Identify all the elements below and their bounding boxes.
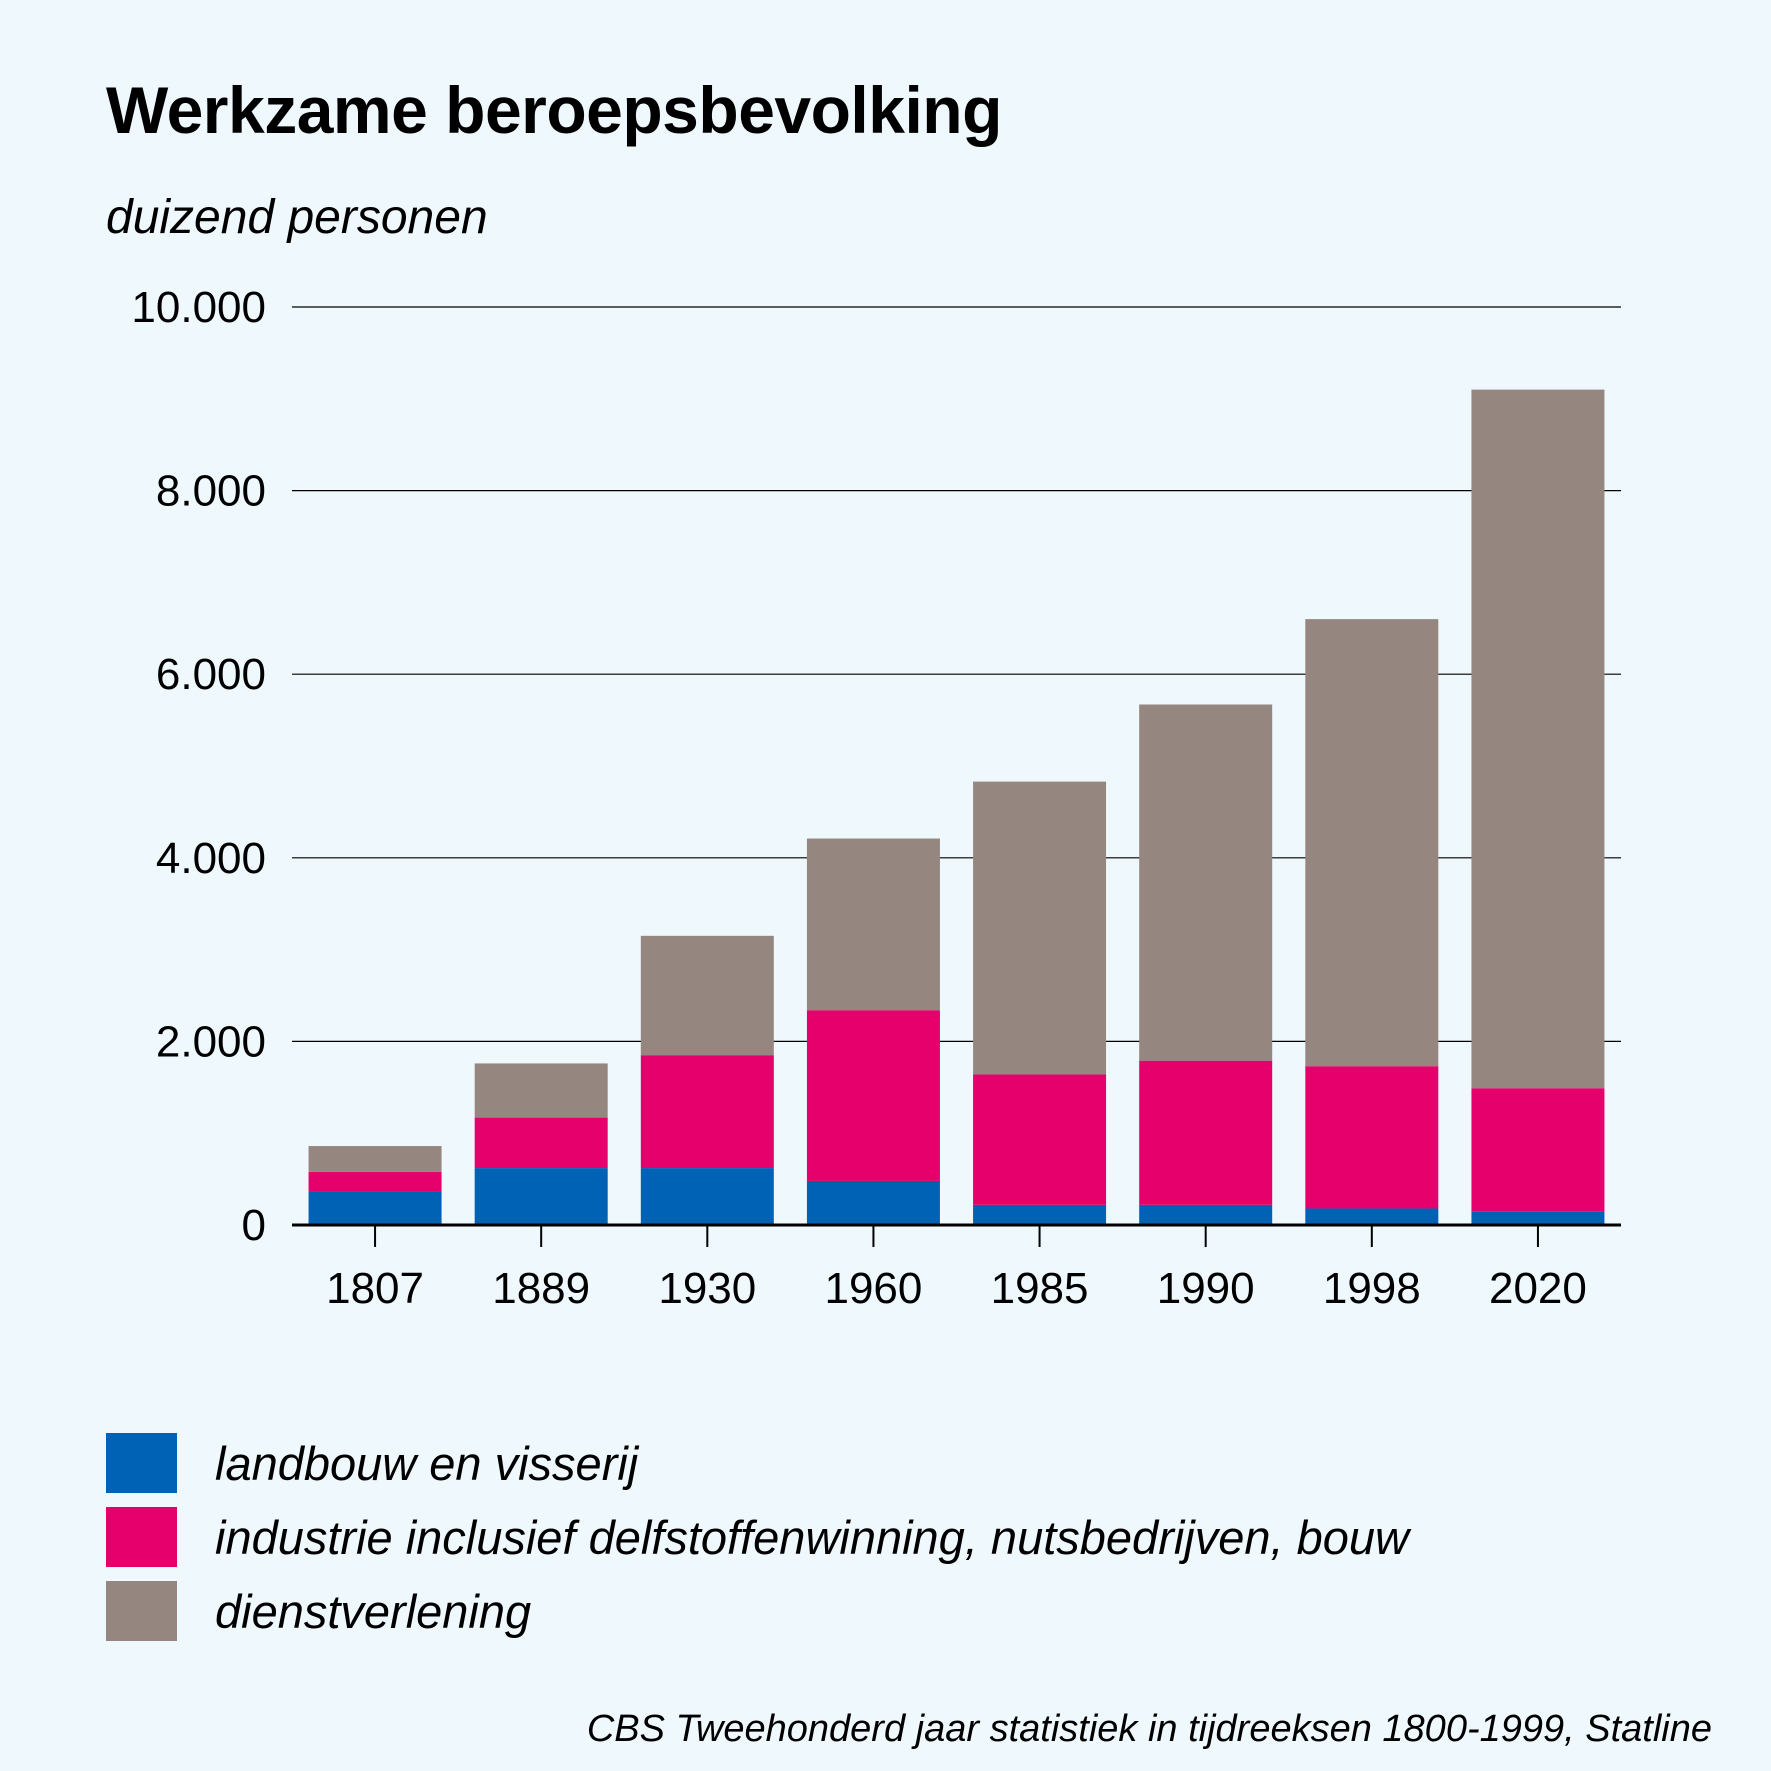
bar-segment bbox=[1139, 1060, 1273, 1205]
legend-item-dienstverlening: dienstverlening bbox=[106, 1581, 1409, 1641]
bar-segment bbox=[640, 1168, 774, 1225]
x-tick-label: 1930 bbox=[658, 1264, 756, 1313]
bar-segment bbox=[973, 781, 1107, 1075]
bar-segment bbox=[973, 1204, 1107, 1225]
source-note: CBS Tweehonderd jaar statistiek in tijdr… bbox=[586, 1708, 1712, 1750]
x-tick-label: 1998 bbox=[1323, 1264, 1421, 1313]
bar-segment bbox=[474, 1117, 608, 1169]
x-tick-label: 2020 bbox=[1489, 1264, 1587, 1313]
bar-segment bbox=[1471, 1088, 1605, 1212]
legend-swatch-industrie bbox=[106, 1507, 177, 1567]
bar-segment bbox=[308, 1171, 442, 1192]
bar-segment bbox=[474, 1063, 608, 1118]
bar-segment bbox=[1139, 704, 1273, 1061]
bar-segment bbox=[474, 1168, 608, 1225]
legend-label-landbouw: landbouw en visserij bbox=[215, 1436, 639, 1490]
bar-segment bbox=[806, 1010, 940, 1181]
y-tick-label: 4.000 bbox=[156, 834, 266, 883]
x-tick-label: 1889 bbox=[492, 1264, 590, 1313]
legend-item-landbouw: landbouw en visserij bbox=[106, 1433, 1409, 1493]
bar-segment bbox=[1471, 389, 1605, 1089]
bar-segment bbox=[640, 1055, 774, 1169]
y-tick-label: 0 bbox=[242, 1201, 266, 1250]
legend-item-industrie: industrie inclusief delfstoffenwinning, … bbox=[106, 1507, 1409, 1567]
bar-segment bbox=[308, 1146, 442, 1172]
bar-segment bbox=[1139, 1204, 1273, 1225]
y-tick-label: 2.000 bbox=[156, 1017, 266, 1066]
bar-segment bbox=[1305, 1208, 1439, 1225]
legend-label-industrie: industrie inclusief delfstoffenwinning, … bbox=[215, 1510, 1409, 1564]
x-tick-label: 1990 bbox=[1157, 1264, 1255, 1313]
bar-segment bbox=[640, 935, 774, 1056]
bar-segment bbox=[1471, 1211, 1605, 1225]
legend-swatch-landbouw bbox=[106, 1433, 177, 1493]
bar-segment bbox=[806, 1180, 940, 1225]
bar-segment bbox=[1305, 619, 1439, 1067]
chart-title: Werkzame beroepsbevolking bbox=[106, 73, 1002, 147]
bar-segment bbox=[973, 1074, 1107, 1205]
x-tick-label: 1985 bbox=[991, 1264, 1089, 1313]
legend-swatch-dienstverlening bbox=[106, 1581, 177, 1641]
y-tick-label: 8.000 bbox=[156, 467, 266, 516]
bar-segment bbox=[1305, 1066, 1439, 1209]
chart-subtitle: duizend personen bbox=[106, 191, 488, 244]
legend-label-dienstverlening: dienstverlening bbox=[215, 1584, 532, 1638]
x-tick-label: 1960 bbox=[824, 1264, 922, 1313]
y-tick-label: 10.000 bbox=[131, 283, 266, 332]
bar-segment bbox=[308, 1191, 442, 1225]
legend: landbouw en visserij industrie inclusief… bbox=[106, 1433, 1409, 1655]
y-tick-label: 6.000 bbox=[156, 650, 266, 699]
x-tick-label: 1807 bbox=[326, 1264, 424, 1313]
bar-segment bbox=[806, 838, 940, 1011]
